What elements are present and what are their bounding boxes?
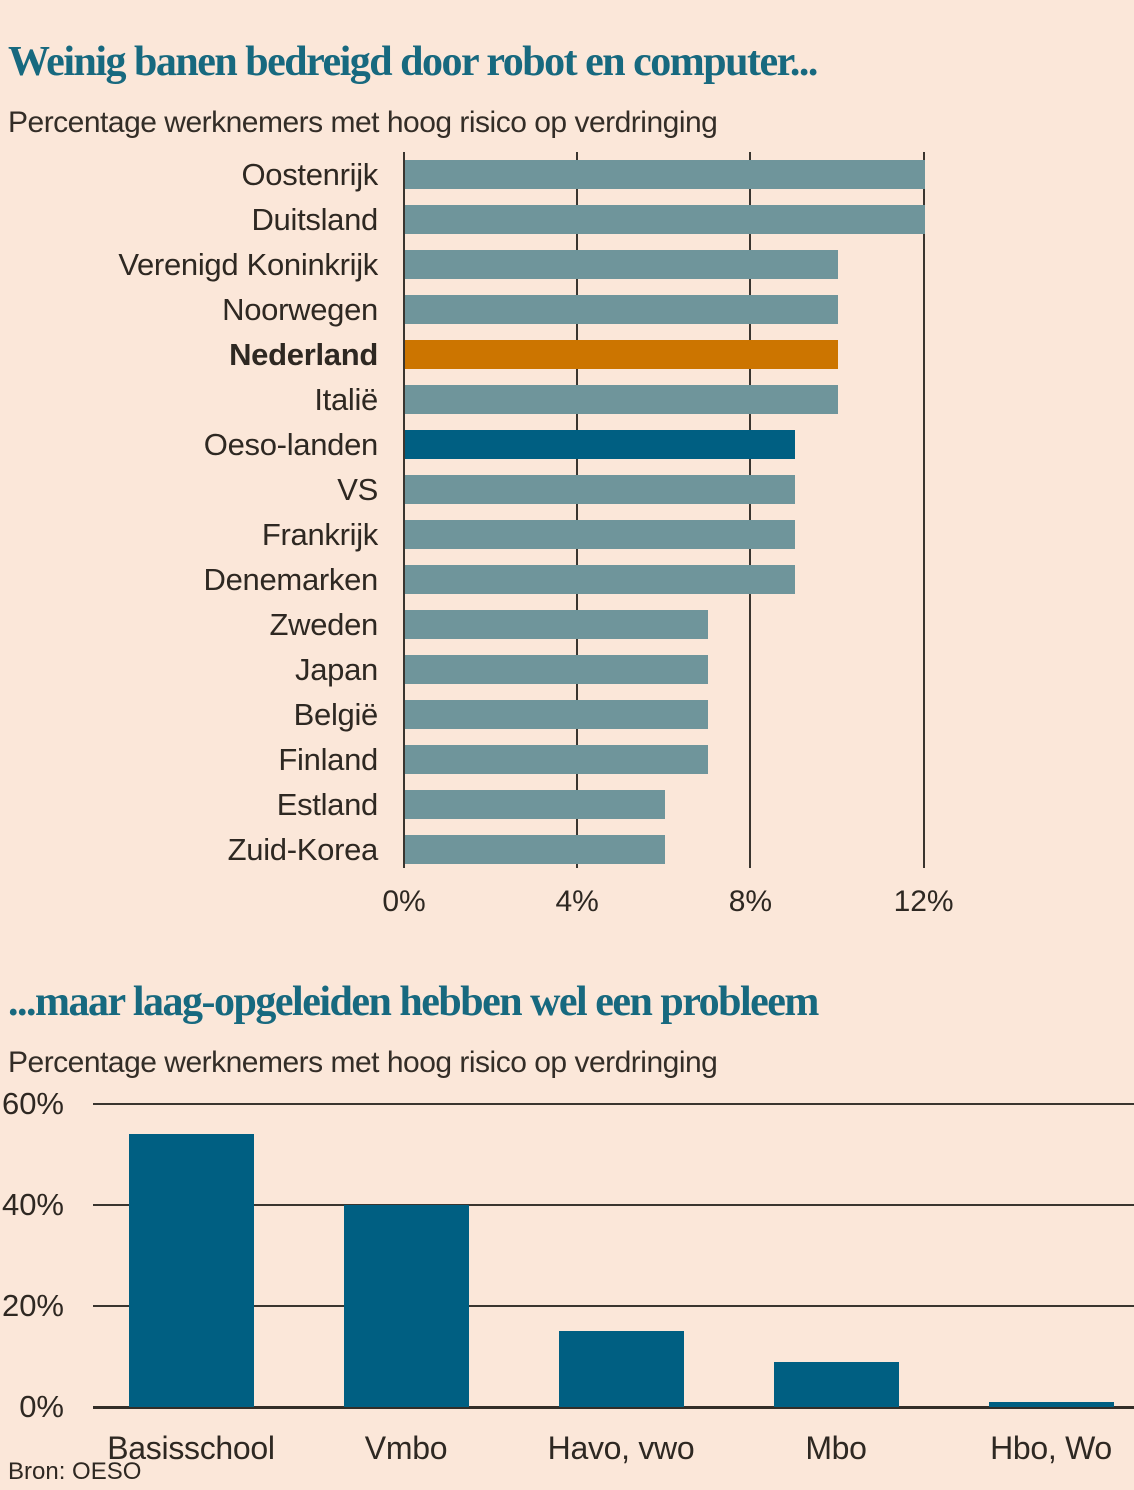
chart1-category-label: Oostenrijk xyxy=(241,157,378,192)
chart2-y-tick-label: 40% xyxy=(1,1187,64,1222)
chart1-gridline xyxy=(576,152,579,868)
chart1-category-label: Italië xyxy=(314,382,378,417)
chart2-y-tick-label: 20% xyxy=(1,1288,64,1323)
chart2-vertical-bar-chart: 60% 40% 20% 0% Basisschool Vmbo Havo, vwo Mbo Hb… xyxy=(0,1080,1134,1490)
chart1-gridline xyxy=(403,152,405,868)
chart1-category-label: VS xyxy=(337,472,378,507)
chart1-x-tick-label: 0% xyxy=(382,885,426,918)
chart1-gridline xyxy=(749,152,752,868)
chart2-gridline xyxy=(93,1204,1134,1206)
chart1-category-label: Duitsland xyxy=(251,202,378,237)
chart1-bar xyxy=(405,295,838,324)
chart1-bar xyxy=(405,520,795,549)
chart1-bar xyxy=(405,475,795,504)
chart2-title: ...maar laag-opgeleiden hebben wel een p… xyxy=(8,979,819,1026)
chart1-bar xyxy=(405,340,838,369)
chart2-bar xyxy=(128,1134,254,1407)
chart1-bar xyxy=(405,700,709,729)
chart1-bar xyxy=(405,430,795,459)
chart1-bar xyxy=(405,745,709,774)
chart2-gridline xyxy=(93,1305,1134,1307)
chart2-category-label: Hbo, Wo xyxy=(990,1430,1112,1466)
chart1-bar xyxy=(405,385,838,414)
chart1-gridline xyxy=(922,152,925,868)
chart2-bar xyxy=(558,1331,684,1407)
chart1-subtitle: Percentage werknemers met hoog risico op… xyxy=(8,106,718,139)
chart2-category-label: Havo, vwo xyxy=(547,1430,695,1466)
chart1-category-label: Japan xyxy=(295,652,378,687)
chart1-x-tick-label: 4% xyxy=(555,885,599,918)
chart1-x-tick-label: 8% xyxy=(728,885,773,918)
chart2-bar xyxy=(343,1205,469,1407)
chart2-category-label: Vmbo xyxy=(364,1430,448,1466)
chart1-category-label: Verenigd Koninkrijk xyxy=(118,247,378,282)
chart2-y-tick-label: 0% xyxy=(19,1389,64,1424)
chart1-bar xyxy=(405,205,925,234)
chart1-category-label: België xyxy=(293,697,379,732)
chart1-bar xyxy=(405,790,665,819)
chart1-bar xyxy=(405,250,838,279)
chart1-category-label: Oeso-landen xyxy=(203,427,379,462)
chart1-bar xyxy=(405,565,795,594)
chart2-category-label: Basisschool xyxy=(107,1430,275,1466)
chart2-bar xyxy=(988,1401,1114,1407)
chart2-subtitle: Percentage werknemers met hoog risico op… xyxy=(8,1046,718,1079)
chart1-bar xyxy=(405,835,665,864)
chart1-title: Weinig banen bedreigd door robot en comp… xyxy=(8,39,818,86)
chart1-horizontal-bar-chart: 0% 4% 8% 12% Oostenrijk Duitsland Verenigd Kon… xyxy=(0,152,1134,927)
chart2-x-axis-line xyxy=(93,1406,1134,1409)
chart1-bar xyxy=(405,655,709,684)
chart1-category-label: Zuid-Korea xyxy=(227,832,379,867)
chart2-y-tick-label: 60% xyxy=(1,1086,64,1121)
chart2-gridline xyxy=(93,1103,1134,1105)
chart1-x-tick-label: 12% xyxy=(893,885,954,918)
chart1-category-label: Frankrijk xyxy=(261,517,378,552)
chart1-bar xyxy=(405,610,709,639)
chart2-category-label: Mbo xyxy=(805,1430,867,1466)
chart1-category-label: Nederland xyxy=(229,337,378,372)
chart1-category-label: Noorwegen xyxy=(222,292,378,327)
source-note: Bron: OESO xyxy=(8,1458,142,1485)
chart1-category-label: Zweden xyxy=(269,607,379,642)
chart1-category-label: Finland xyxy=(278,742,378,777)
chart1-bar xyxy=(405,160,925,189)
chart2-bar xyxy=(773,1361,899,1407)
chart1-category-label: Denemarken xyxy=(203,562,379,597)
chart1-category-label: Estland xyxy=(276,787,379,822)
